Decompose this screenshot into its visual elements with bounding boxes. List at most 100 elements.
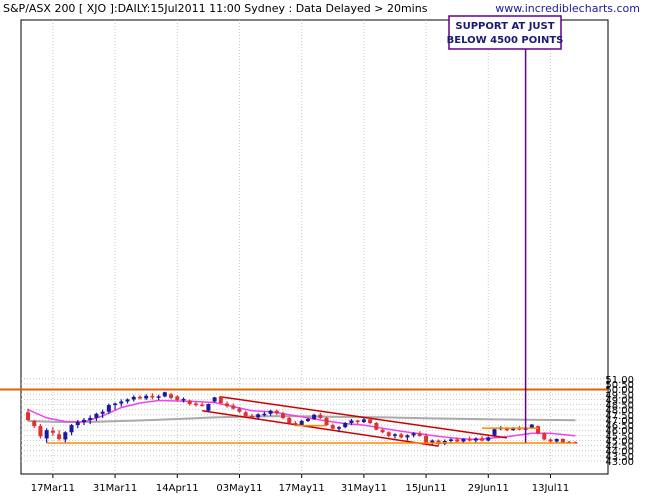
candle-body: [231, 405, 236, 409]
candle-body: [318, 414, 323, 418]
candle-body: [349, 420, 354, 424]
candle-body: [461, 438, 466, 442]
candle-body: [430, 440, 435, 443]
candle-body: [554, 438, 559, 442]
candle: [175, 395, 180, 402]
candle-body: [330, 425, 335, 429]
x-tick-label: 13Jul11: [532, 483, 570, 494]
candle: [69, 424, 74, 436]
channel-lower-line: [202, 409, 439, 447]
candle-body: [156, 396, 161, 398]
candle-body: [187, 400, 192, 405]
candle-body: [492, 429, 497, 436]
y-tick-label: 47.00: [605, 416, 634, 427]
candle-body: [560, 438, 565, 443]
candle-body: [486, 437, 491, 441]
candle-body: [193, 403, 198, 406]
short-moving-average-line: [27, 399, 576, 441]
candle-body: [125, 399, 130, 402]
annotation-text-line-2: BELOW 4500 POINTS: [447, 35, 564, 46]
candle: [536, 425, 541, 435]
y-tick-label: 50.50: [605, 380, 634, 391]
candle: [225, 401, 230, 408]
candle: [237, 407, 242, 413]
candle-body: [411, 433, 416, 436]
candle-body: [405, 435, 410, 438]
candle-body: [75, 422, 80, 426]
candle: [287, 416, 292, 424]
y-tick-label: 47.50: [605, 411, 634, 422]
y-axis-tick-labels: 43.0043.5044.0044.5045.0045.5046.0046.50…: [605, 375, 634, 468]
y-tick-label: 44.00: [605, 447, 634, 458]
candle-body: [467, 438, 472, 441]
candle: [218, 395, 223, 405]
candle-body: [542, 433, 547, 440]
y-tick-label: 50.00: [605, 385, 634, 396]
candle-body: [249, 415, 254, 418]
x-axis-tick-labels: 17Mar11 31Mar11 14Apr11 03May11 17May11 31May…: [31, 483, 570, 494]
candle: [119, 399, 124, 407]
candle-body: [293, 423, 298, 426]
annotation-box: [448, 15, 562, 50]
candle-body: [299, 420, 304, 426]
candle-body: [281, 413, 286, 418]
candle: [392, 433, 397, 439]
candle: [243, 410, 248, 417]
candle: [374, 422, 379, 431]
candle: [262, 411, 267, 417]
candle-body: [212, 397, 217, 402]
candle: [137, 395, 142, 400]
candle: [231, 403, 236, 410]
candle-body: [50, 430, 55, 433]
candle-body: [137, 396, 142, 399]
y-tick-label: 45.50: [605, 431, 634, 442]
y-tick-label: 43.00: [605, 457, 634, 468]
x-tick-label: 17Mar11: [31, 483, 75, 494]
candle-body: [88, 417, 93, 420]
candle: [386, 431, 391, 438]
candle: [94, 412, 99, 421]
x-tick-label: 31May11: [341, 483, 387, 494]
candle: [281, 411, 286, 419]
candle-body: [312, 414, 317, 419]
candle: [343, 422, 348, 429]
y-tick-label: 46.00: [605, 426, 634, 437]
candle-body: [175, 396, 180, 400]
candle-body: [424, 435, 429, 443]
candle: [554, 438, 559, 443]
candle-body: [119, 401, 124, 404]
candlestick-series: [26, 391, 578, 446]
candle: [206, 403, 211, 412]
candle: [44, 428, 49, 444]
y-tick-label: 46.50: [605, 421, 634, 432]
candle-body: [206, 404, 211, 411]
candle-body: [455, 439, 460, 442]
x-tick-label: 29Jun11: [468, 483, 509, 494]
candle: [361, 417, 366, 424]
y-tick-label: 49.50: [605, 390, 634, 401]
candle-body: [361, 419, 366, 423]
candle: [305, 417, 310, 423]
candle-body: [169, 394, 174, 398]
candle: [181, 397, 186, 403]
candle: [542, 432, 547, 441]
candle: [156, 394, 161, 400]
candle-body: [380, 429, 385, 433]
candle-body: [218, 396, 223, 404]
channel-upper-line: [220, 396, 508, 439]
candle-body: [268, 410, 273, 414]
candle: [424, 433, 429, 444]
candle: [50, 427, 55, 436]
candle-body: [386, 432, 391, 436]
candle-body: [262, 413, 267, 416]
plot-frame: [20, 19, 609, 475]
x-tick-label: 14Apr11: [156, 483, 199, 494]
candle: [75, 419, 80, 429]
candle: [274, 409, 279, 415]
candle: [368, 418, 373, 425]
x-tick-label: 15Jun11: [406, 483, 447, 494]
candle-body: [150, 395, 155, 398]
candle-body: [243, 412, 248, 416]
